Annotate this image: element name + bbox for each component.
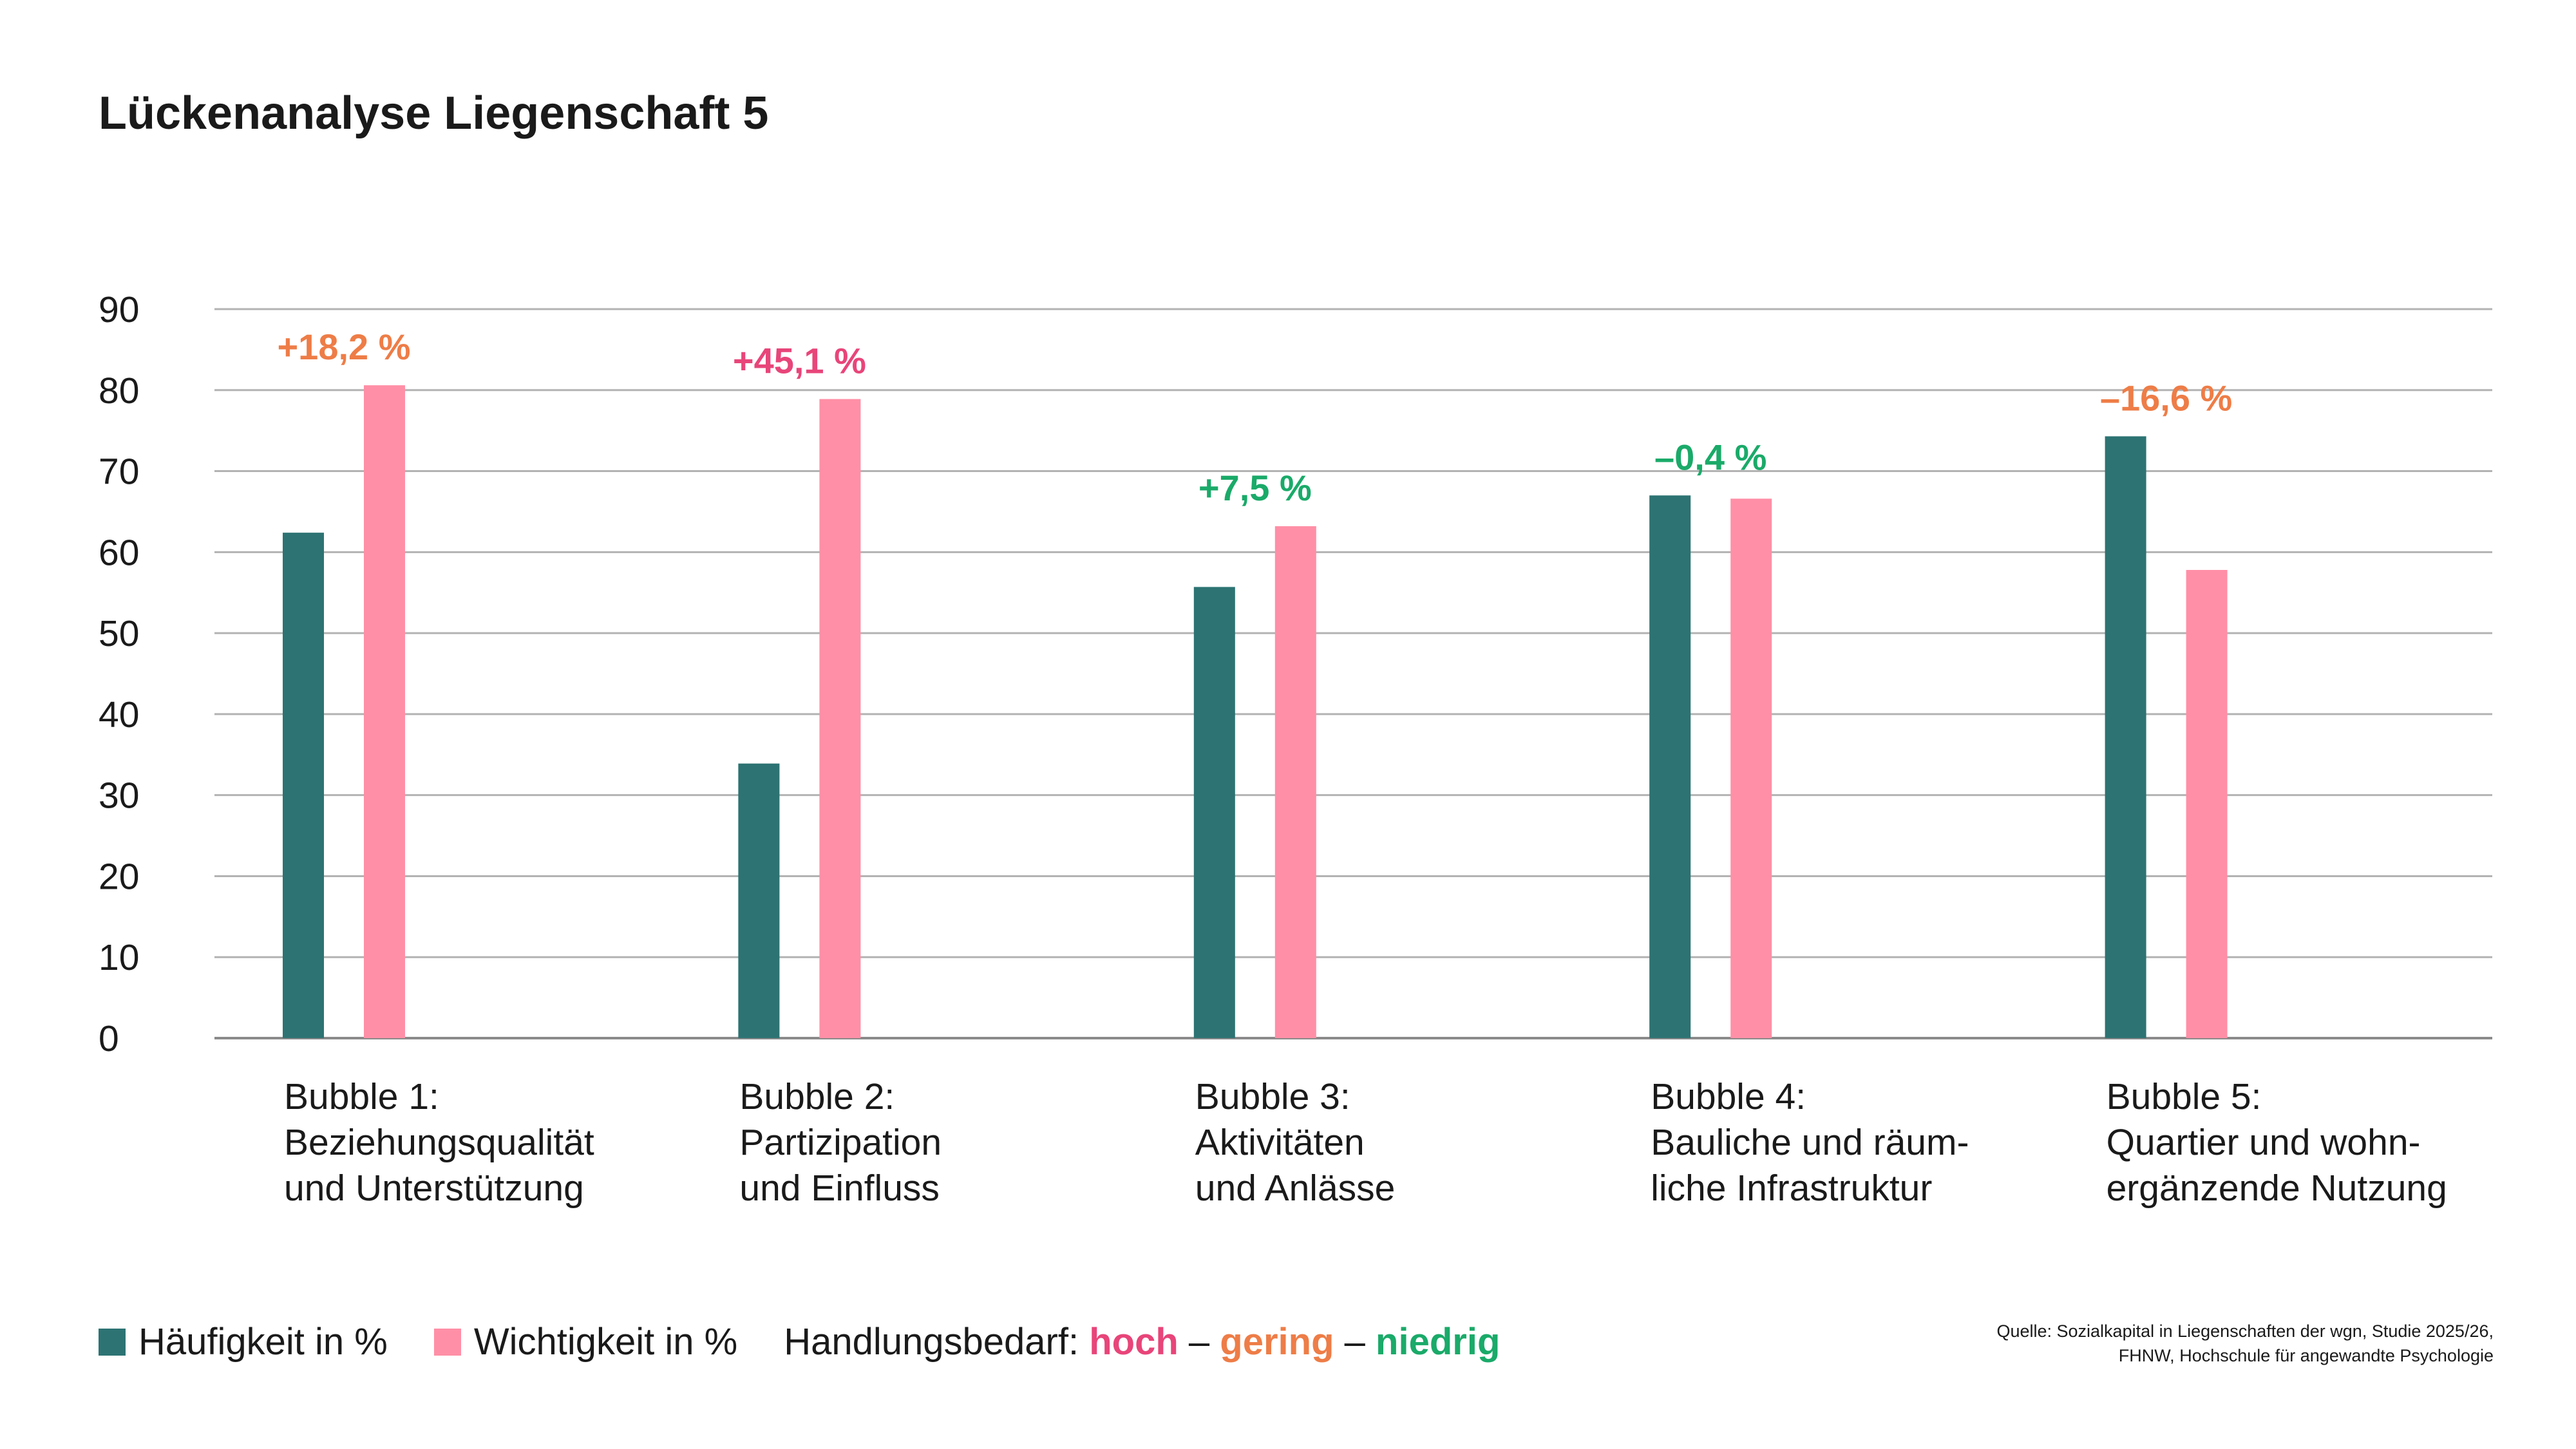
source-note: Quelle: Sozialkapital in Liegenschaften … xyxy=(1996,1319,2494,1368)
category-label-line: Quartier und wohn- xyxy=(2107,1122,2421,1163)
gap-label: +45,1 % xyxy=(733,341,866,381)
y-axis-ticks: 0 10 20 30 40 50 60 70 80 90 xyxy=(99,289,139,1059)
legend-item-frequency: Häufigkeit in % xyxy=(99,1320,388,1363)
category-label: Bubble 5: Quartier und wohn-ergänzende Nu… xyxy=(2107,1076,2447,1209)
legend-swatch-importance xyxy=(433,1328,461,1356)
y-tick-label: 90 xyxy=(99,289,139,330)
category-label-line: und Anlässe xyxy=(1195,1168,1396,1209)
legend-need-label: Handlungsbedarf: xyxy=(784,1321,1079,1363)
legend-action-need: Handlungsbedarf: hoch – gering – niedrig xyxy=(784,1320,1500,1363)
y-tick-label: 20 xyxy=(99,856,139,897)
bar-frequency xyxy=(1649,495,1691,1038)
gap-label: –16,6 % xyxy=(2100,377,2233,418)
legend-separator: – xyxy=(1344,1321,1365,1363)
bar-importance xyxy=(1274,526,1316,1038)
legend-need-lowest: niedrig xyxy=(1376,1321,1501,1363)
category-label: Bubble 2: Partizipation und Einfluss xyxy=(739,1076,942,1209)
y-tick-label: 40 xyxy=(99,694,139,735)
legend-swatch-frequency xyxy=(99,1328,126,1356)
y-tick-label: 10 xyxy=(99,937,139,978)
y-tick-label: 0 xyxy=(99,1018,119,1059)
legend-need-low: gering xyxy=(1220,1321,1334,1363)
y-tick-label: 30 xyxy=(99,775,139,817)
category-label-line: liche Infrastruktur xyxy=(1651,1168,1932,1209)
category-label-line: Bubble 2: xyxy=(739,1076,895,1117)
category-label-line: Bubble 5: xyxy=(2107,1076,2262,1117)
bar-importance xyxy=(364,385,405,1038)
bar-frequency xyxy=(2105,436,2146,1038)
category-label-line: Bubble 1: xyxy=(284,1076,439,1117)
legend-item-importance: Wichtigkeit in % xyxy=(433,1320,738,1363)
category-labels: Bubble 1: Beziehungsqualität und Unterstüt… xyxy=(284,1076,2447,1209)
bar-chart: 0 10 20 30 40 50 60 70 80 90 +18,2 % +45,1 % +7,5 %… xyxy=(99,289,2492,1209)
bar-frequency xyxy=(283,533,324,1038)
category-label-line: Aktivitäten xyxy=(1195,1122,1365,1163)
category-label-line: ergänzende Nutzung xyxy=(2107,1168,2447,1209)
legend-label-frequency: Häufigkeit in % xyxy=(138,1321,388,1363)
bar-importance xyxy=(819,399,861,1038)
gap-label: +7,5 % xyxy=(1198,468,1312,508)
source-line-2: FHNW, Hochschule für angewandte Psycholo… xyxy=(2118,1346,2494,1365)
y-tick-label: 50 xyxy=(99,613,139,654)
category-label-line: Bauliche und räum- xyxy=(1651,1122,1969,1163)
category-label-line: Bubble 4: xyxy=(1651,1076,1806,1117)
category-label: Bubble 3: Aktivitäten und Anlässe xyxy=(1195,1076,1396,1209)
gap-label: –0,4 % xyxy=(1654,437,1766,477)
legend-separator: – xyxy=(1188,1321,1210,1363)
legend-label-importance: Wichtigkeit in % xyxy=(473,1321,738,1363)
bar-importance xyxy=(2186,570,2228,1038)
source-line-1: Quelle: Sozialkapital in Liegenschaften … xyxy=(1996,1321,2494,1341)
y-tick-label: 80 xyxy=(99,370,139,412)
bar-frequency xyxy=(738,763,780,1038)
category-label: Bubble 4: Bauliche und räum-liche Infrast… xyxy=(1651,1076,1969,1209)
legend-need-high: hoch xyxy=(1089,1321,1179,1363)
category-label-line: Partizipation xyxy=(739,1122,942,1163)
category-label: Bubble 1: Beziehungsqualität und Unterstüt… xyxy=(284,1076,594,1209)
chart-title: Lückenanalyse Liegenschaft 5 xyxy=(99,88,769,139)
legend: Häufigkeit in % Wichtigkeit in % Handlun… xyxy=(99,1320,1546,1363)
gap-label: +18,2 % xyxy=(277,327,410,367)
gap-labels: +18,2 % +45,1 % +7,5 % –0,4 % –16,6 % xyxy=(277,327,2232,508)
bar-frequency xyxy=(1193,587,1235,1038)
y-tick-label: 70 xyxy=(99,451,139,493)
bars xyxy=(283,385,2228,1038)
category-label-line: Bubble 3: xyxy=(1195,1076,1350,1117)
bar-importance xyxy=(1730,498,1772,1038)
grid-lines xyxy=(214,308,2492,1039)
category-label-line: und Einfluss xyxy=(739,1168,940,1209)
category-label-line: und Unterstützung xyxy=(284,1168,584,1209)
category-label-line: Beziehungsqualität xyxy=(284,1122,594,1163)
y-tick-label: 60 xyxy=(99,532,139,573)
